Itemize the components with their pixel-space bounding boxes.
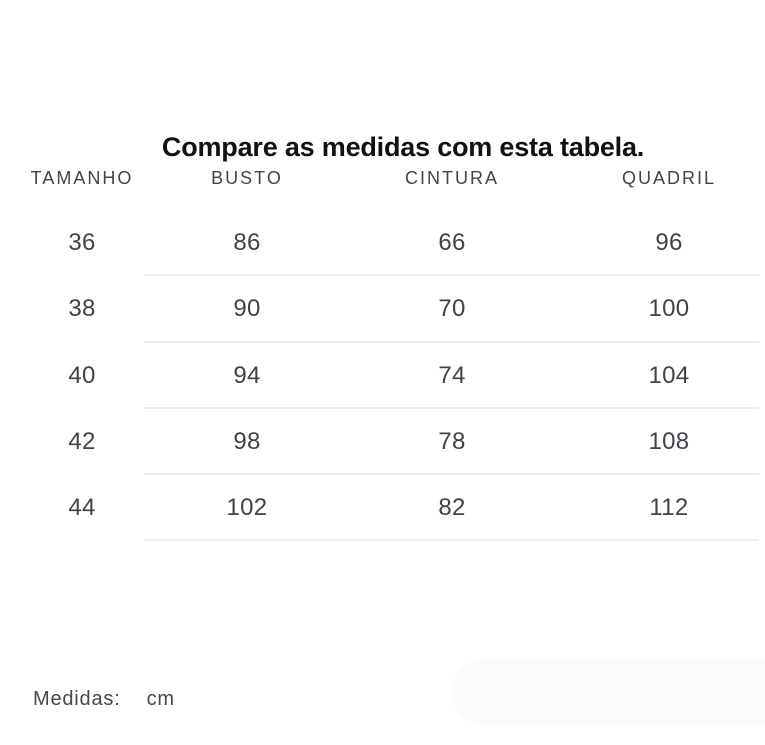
page-title: Compare as medidas com esta tabela. bbox=[161, 132, 645, 163]
column-header-cintura: CINTURA bbox=[405, 168, 499, 188]
bust-value: 102 bbox=[226, 494, 268, 522]
bust-value: 90 bbox=[233, 295, 261, 323]
size-value: 42 bbox=[68, 428, 96, 456]
waist-value: 82 bbox=[438, 494, 466, 522]
size-value: 38 bbox=[68, 295, 96, 323]
hip-value: 100 bbox=[648, 295, 690, 323]
table-row-size-44: 44 102 82 112 bbox=[0, 475, 764, 542]
table-row-size-38: 38 90 70 100 bbox=[0, 276, 764, 343]
measures-footer: Medidas: cm bbox=[33, 689, 175, 709]
bust-value: 94 bbox=[233, 361, 261, 389]
bottom-right-pill-decoration bbox=[452, 658, 765, 726]
hip-value: 108 bbox=[648, 428, 690, 456]
size-value: 36 bbox=[68, 229, 96, 257]
size-value: 40 bbox=[68, 361, 96, 389]
size-value: 44 bbox=[68, 494, 96, 522]
waist-value: 78 bbox=[438, 428, 466, 456]
bust-value: 98 bbox=[233, 428, 261, 456]
measures-unit: cm bbox=[146, 688, 175, 710]
bust-value: 86 bbox=[233, 229, 261, 257]
table-row-size-40: 40 94 74 104 bbox=[0, 343, 764, 410]
column-header-tamanho: TAMANHO bbox=[30, 168, 134, 188]
waist-value: 66 bbox=[438, 229, 466, 257]
table-body: 36 86 66 96 38 90 70 100 40 94 74 104 42… bbox=[0, 210, 764, 542]
hip-value: 112 bbox=[649, 494, 689, 522]
table-row-size-42: 42 98 78 108 bbox=[0, 409, 764, 476]
table-header-row: TAMANHO BUSTO CINTURA QUADRIL bbox=[0, 169, 764, 187]
hip-value: 96 bbox=[655, 229, 683, 257]
column-header-busto: BUSTO bbox=[211, 168, 283, 188]
hip-value: 104 bbox=[648, 361, 690, 389]
measures-label: Medidas: bbox=[33, 688, 121, 710]
table-row-size-36: 36 86 66 96 bbox=[0, 210, 764, 277]
waist-value: 70 bbox=[438, 295, 466, 323]
waist-value: 74 bbox=[438, 361, 466, 389]
column-header-quadril: QUADRIL bbox=[621, 168, 716, 188]
